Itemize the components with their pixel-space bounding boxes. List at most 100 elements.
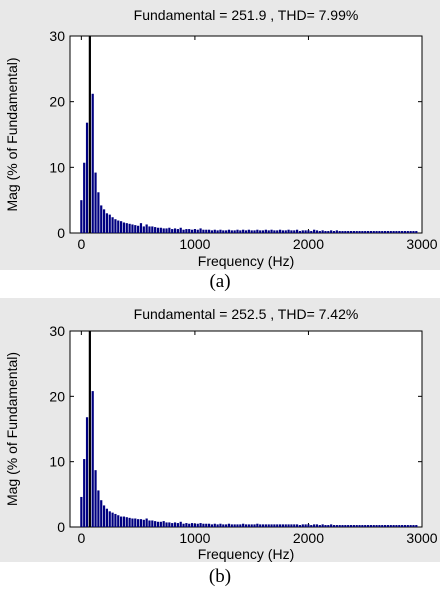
spectrum-bar bbox=[304, 230, 307, 233]
spectrum-bar bbox=[111, 217, 114, 233]
spectrum-bar bbox=[324, 525, 327, 527]
spectrum-bar bbox=[256, 229, 259, 233]
spectrum-bar bbox=[366, 231, 370, 233]
spectrum-bar bbox=[236, 229, 239, 233]
spectrum-bar bbox=[134, 518, 137, 527]
spectrum-bar bbox=[202, 229, 205, 233]
spectrum-bar bbox=[91, 93, 94, 233]
spectrum-bar bbox=[156, 227, 160, 233]
spectrum-bar bbox=[293, 230, 296, 233]
spectrum-bar bbox=[358, 525, 361, 527]
spectrum-bar bbox=[105, 213, 109, 233]
spectrum-bar bbox=[173, 522, 177, 527]
spectrum-bar bbox=[182, 523, 185, 527]
spectrum-bar bbox=[304, 524, 307, 527]
spectrum-bar bbox=[347, 231, 350, 233]
spectrum-bar bbox=[341, 231, 344, 233]
spectrum-bar bbox=[233, 524, 236, 527]
spectrum-bar bbox=[156, 521, 160, 527]
spectrum-bar bbox=[125, 223, 128, 233]
spectrum-bar bbox=[253, 230, 256, 233]
spectrum-bar bbox=[114, 219, 117, 233]
spectrum-bar bbox=[85, 122, 89, 233]
spectrum-bar bbox=[352, 231, 355, 233]
spectrum-bar bbox=[119, 221, 123, 233]
spectrum-bar bbox=[338, 525, 341, 527]
spectrum-panel-b: Fundamental = 252.5 , THD= 7.42% Frequenc… bbox=[0, 298, 440, 562]
spectrum-bar bbox=[298, 525, 302, 527]
spectrum-bar bbox=[281, 524, 285, 527]
spectrum-bar bbox=[207, 229, 211, 233]
spectrum-bar bbox=[267, 524, 270, 527]
spectrum-bar bbox=[199, 523, 202, 527]
caption-b: (b) bbox=[208, 566, 232, 587]
chart-title: Fundamental = 251.9 , THD= 7.99% bbox=[134, 7, 359, 23]
spectrum-bar bbox=[171, 523, 174, 527]
spectrum-bar bbox=[210, 230, 214, 233]
spectrum-bar bbox=[375, 525, 378, 527]
spectrum-bar bbox=[415, 525, 418, 527]
spectrum-bar bbox=[244, 524, 248, 527]
spectrum-bar bbox=[108, 511, 111, 527]
spectrum-bar bbox=[267, 230, 270, 233]
spectrum-bar bbox=[83, 459, 86, 527]
spectrum-bar bbox=[344, 525, 347, 527]
spectrum-bar bbox=[278, 524, 282, 527]
spectrum-bar bbox=[216, 230, 219, 233]
spectrum-bar bbox=[369, 525, 373, 527]
y-axis-label: Mag (% of Fundamental) bbox=[4, 57, 20, 211]
spectrum-bar bbox=[401, 525, 404, 527]
spectrum-bar bbox=[321, 230, 324, 233]
spectrum-bar bbox=[295, 524, 299, 527]
spectrum-bar bbox=[165, 228, 168, 233]
spectrum-bar bbox=[97, 192, 100, 233]
plot-area bbox=[69, 330, 423, 528]
spectrum-bar bbox=[182, 229, 185, 233]
spectrum-bar bbox=[207, 523, 211, 527]
spectrum-bar bbox=[190, 523, 194, 527]
spectrum-bar bbox=[250, 524, 253, 527]
y-axis-label: Mag (% of Fundamental) bbox=[4, 352, 20, 506]
plot-area bbox=[69, 35, 423, 234]
x-tick-label: 2000 bbox=[293, 236, 324, 252]
spectrum-bar bbox=[173, 228, 177, 233]
spectrum-bar bbox=[287, 524, 290, 527]
spectrum-bar bbox=[179, 521, 182, 527]
spectrum-bar bbox=[324, 231, 327, 233]
spectrum-bar bbox=[188, 229, 191, 233]
spectrum-bar bbox=[222, 524, 225, 527]
spectrum-bar bbox=[247, 229, 250, 233]
x-axis-label: Frequency (Hz) bbox=[198, 546, 294, 562]
spectrum-bar bbox=[375, 231, 378, 233]
spectrum-bar bbox=[256, 523, 259, 527]
spectrum-bar bbox=[139, 223, 143, 233]
spectrum-bar bbox=[196, 229, 199, 233]
spectrum-bar bbox=[97, 490, 100, 527]
spectrum-bar bbox=[159, 227, 162, 233]
spectrum-chart-b: Fundamental = 252.5 , THD= 7.42% Frequenc… bbox=[4, 306, 438, 562]
spectrum-bar bbox=[139, 519, 143, 527]
spectrum-bar bbox=[108, 214, 111, 233]
spectrum-panel-a: Fundamental = 251.9 , THD= 7.99% Frequenc… bbox=[0, 0, 440, 270]
spectrum-bar bbox=[369, 231, 373, 233]
spectrum-bar bbox=[398, 525, 401, 527]
spectrum-bar bbox=[341, 525, 344, 527]
spectrum-bar bbox=[335, 230, 338, 233]
spectrum-bar bbox=[213, 229, 216, 233]
spectrum-bar bbox=[205, 523, 208, 527]
y-tick-label: 10 bbox=[49, 159, 65, 175]
y-tick-label: 30 bbox=[49, 323, 65, 339]
spectrum-bar bbox=[165, 522, 168, 527]
spectrum-bar bbox=[145, 224, 148, 233]
spectrum-bar bbox=[168, 227, 171, 233]
spectrum-bar bbox=[412, 525, 415, 527]
spectrum-bar bbox=[242, 229, 245, 233]
x-tick-label: 1000 bbox=[179, 530, 210, 546]
spectrum-bar bbox=[395, 525, 398, 527]
x-tick-label: 1000 bbox=[179, 236, 210, 252]
spectrum-bar bbox=[193, 523, 197, 527]
spectrum-bar bbox=[225, 230, 228, 233]
spectrum-bar bbox=[406, 525, 409, 527]
spectrum-bar bbox=[162, 228, 165, 233]
x-tick-label: 2000 bbox=[293, 530, 324, 546]
